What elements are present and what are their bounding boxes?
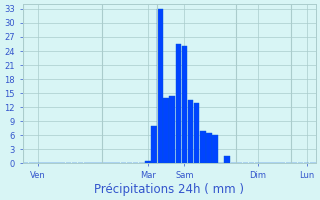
Bar	[151, 126, 157, 163]
Bar	[188, 100, 193, 163]
Bar	[145, 161, 151, 163]
Bar	[157, 9, 163, 163]
Bar	[169, 96, 175, 163]
Bar	[212, 135, 218, 163]
X-axis label: Précipitations 24h ( mm ): Précipitations 24h ( mm )	[94, 183, 244, 196]
Bar	[182, 46, 187, 163]
Bar	[163, 98, 169, 163]
Bar	[200, 131, 206, 163]
Bar	[224, 156, 230, 163]
Bar	[176, 44, 181, 163]
Bar	[206, 133, 212, 163]
Bar	[194, 103, 199, 163]
